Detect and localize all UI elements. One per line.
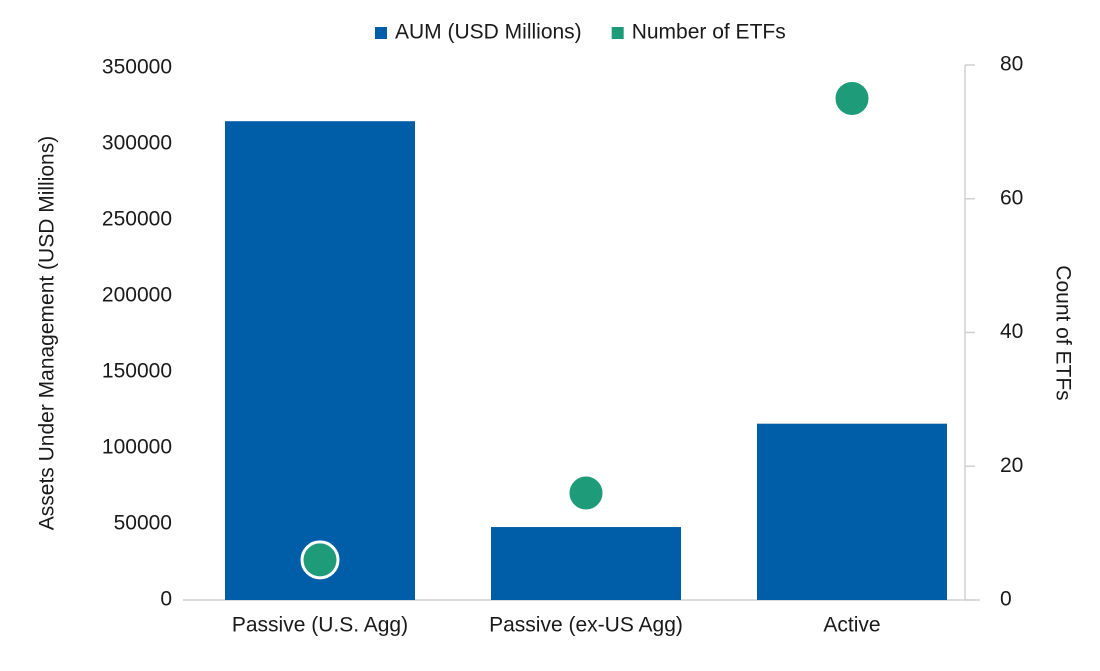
legend-swatch (611, 27, 624, 39)
y-tick-label: 250000 (102, 208, 172, 231)
y2-tick-label: 0 (1000, 588, 1012, 611)
x-tick-label: Active (823, 614, 880, 637)
dot (566, 473, 606, 513)
y-tick-label: 300000 (102, 132, 172, 155)
dot (832, 78, 872, 118)
bar (757, 423, 947, 600)
bar (225, 121, 415, 600)
x-tick-label: Passive (ex-US Agg) (489, 614, 683, 637)
y-tick-label: 0 (160, 588, 172, 611)
y-tick-label: 50000 (114, 512, 172, 535)
legend-label: AUM (USD Millions) (395, 21, 582, 44)
bar (491, 527, 681, 600)
y2-tick-label: 80 (1000, 53, 1023, 76)
y-tick-label: 100000 (102, 436, 172, 459)
y-axis-title: Assets Under Management (USD Millions) (36, 136, 59, 530)
y-tick-label: 200000 (102, 284, 172, 307)
y2-tick-label: 60 (1000, 186, 1023, 209)
dot (300, 540, 340, 580)
y2-axis-title: Count of ETFs (1051, 265, 1074, 400)
legend-label: Number of ETFs (632, 21, 786, 44)
legend-swatch (375, 27, 387, 39)
y-tick-label: 150000 (102, 360, 172, 383)
x-tick-label: Passive (U.S. Agg) (232, 614, 408, 637)
y2-tick-label: 40 (1000, 320, 1023, 343)
y-tick-label: 350000 (102, 56, 172, 79)
y2-tick-label: 20 (1000, 454, 1023, 477)
